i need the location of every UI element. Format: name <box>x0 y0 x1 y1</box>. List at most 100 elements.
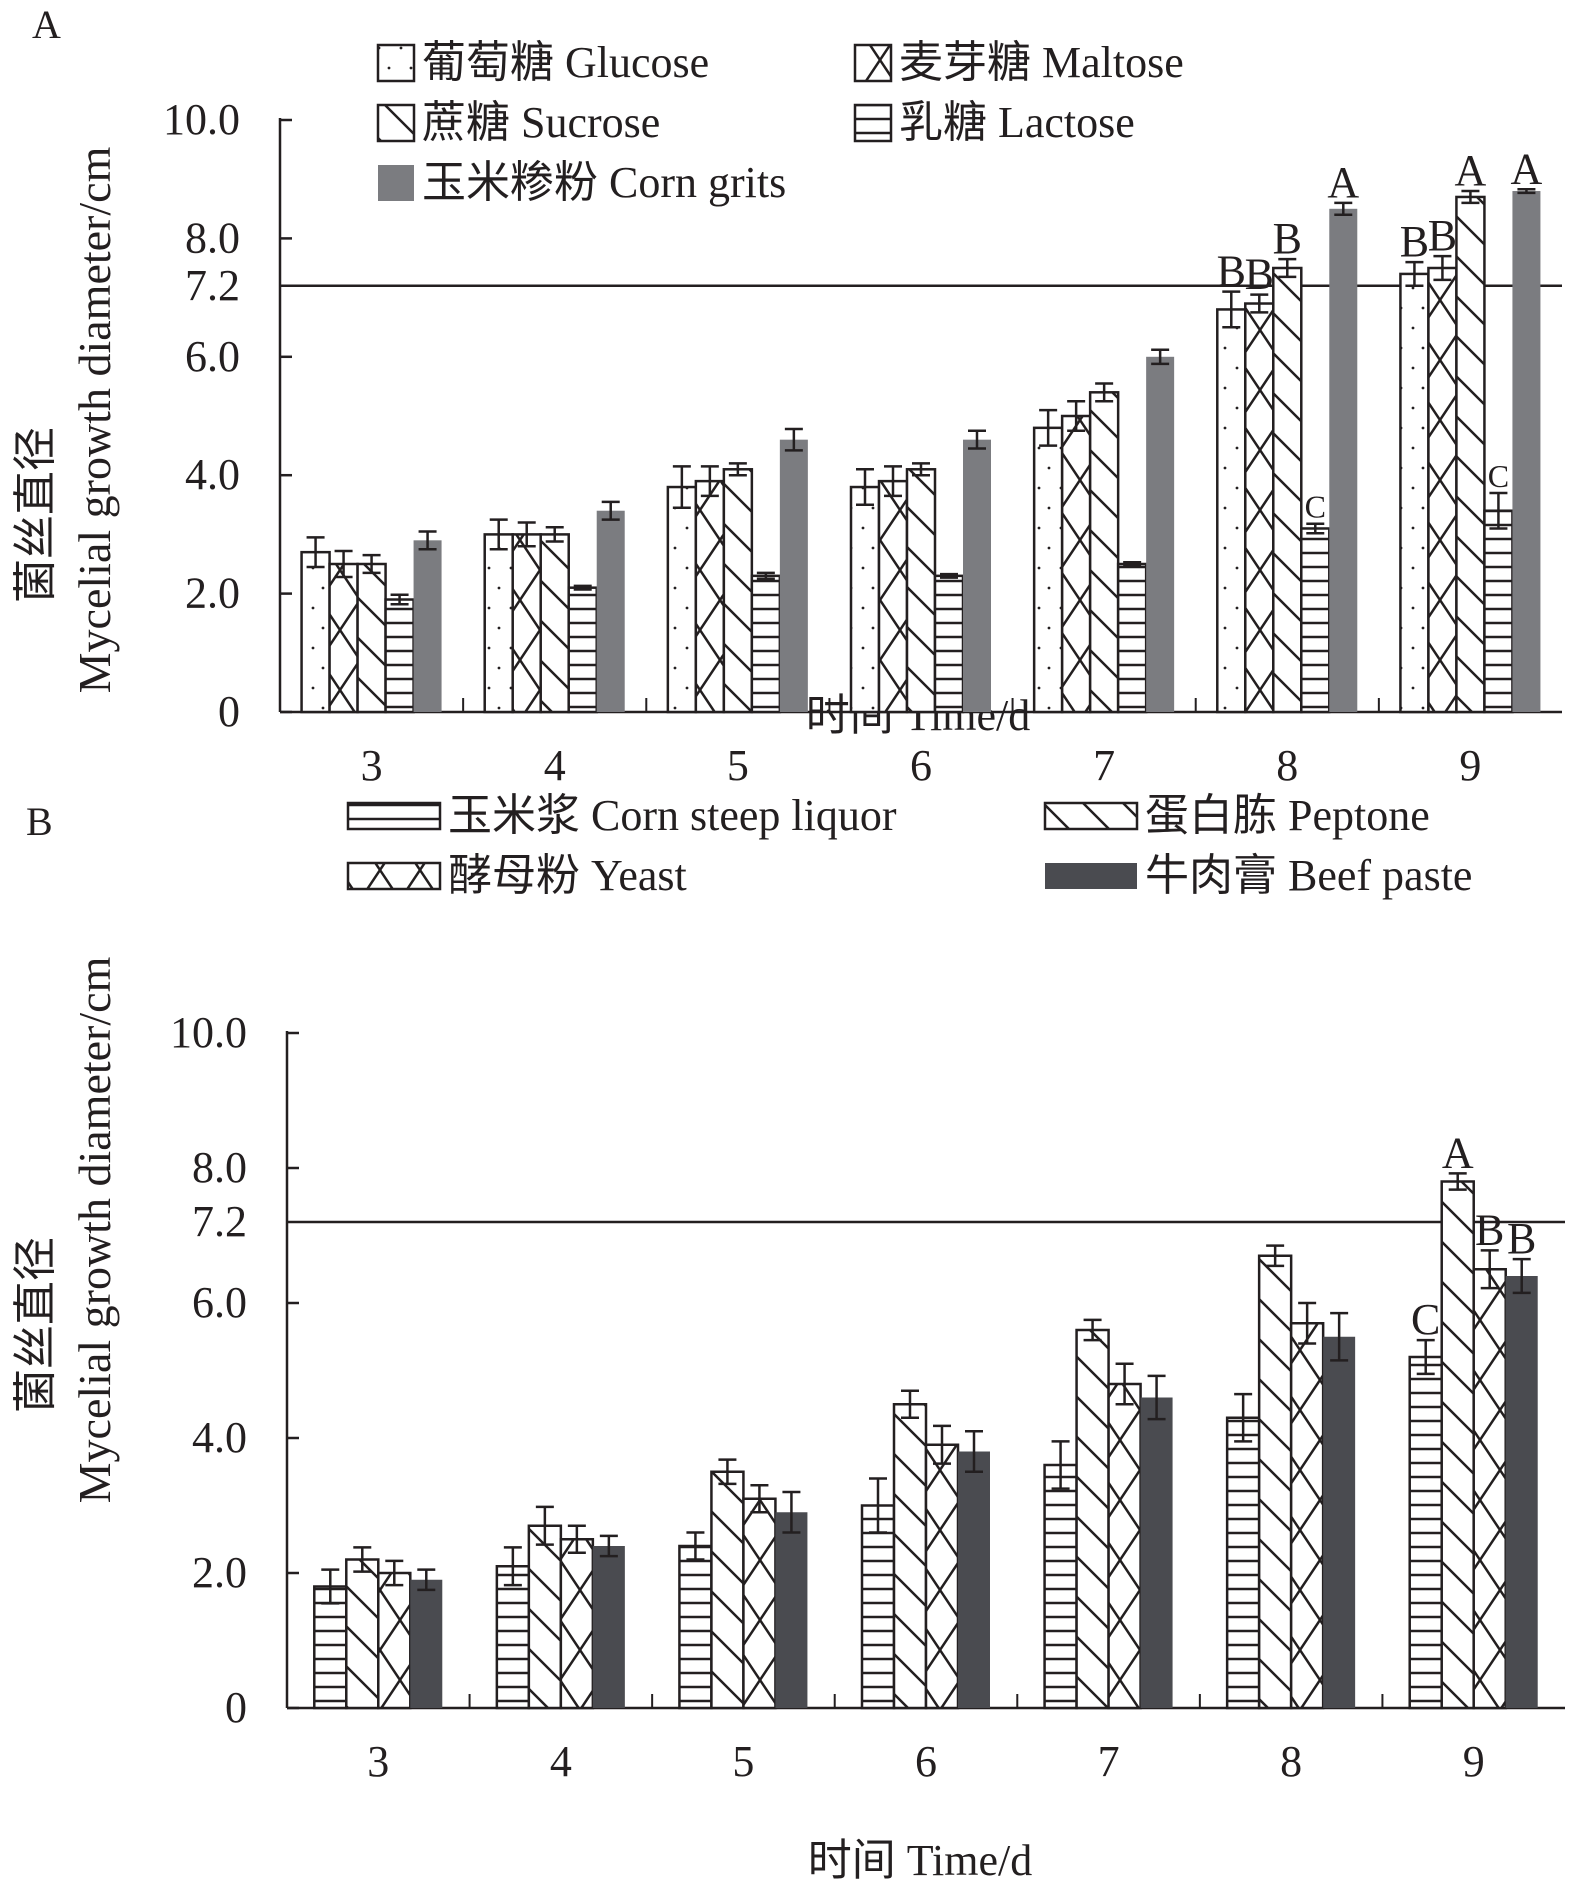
bar <box>1088 391 1120 714</box>
significance-label: A <box>1455 146 1487 195</box>
bar <box>694 479 726 714</box>
x-tick-label: 9 <box>1459 741 1481 790</box>
legend-label: 葡萄糖 Glucose <box>422 38 709 87</box>
bar <box>567 586 598 714</box>
x-tick-label: 3 <box>367 1737 389 1786</box>
x-tick-label: 5 <box>732 1737 754 1786</box>
significance-label: A <box>1511 144 1543 193</box>
y-tick-label: 2.0 <box>192 1548 247 1597</box>
bar <box>1272 266 1303 714</box>
significance-label: B <box>1273 214 1302 263</box>
bar <box>1505 1276 1538 1708</box>
y-tick-label: 10.0 <box>170 1008 247 1057</box>
bar <box>722 468 754 714</box>
bar <box>1455 195 1486 714</box>
significance-label: B <box>1507 1214 1536 1263</box>
y-tick-label: 8.0 <box>192 1143 247 1192</box>
significance-label: B <box>1428 211 1457 260</box>
bar <box>1032 426 1064 714</box>
legend-swatch <box>853 103 893 143</box>
legend-swatch <box>1043 801 1139 831</box>
x-tick-label: 4 <box>544 741 566 790</box>
bar <box>1116 562 1148 714</box>
panel-a-label: A <box>32 2 61 47</box>
bar <box>377 1571 412 1710</box>
legend-swatch <box>853 43 893 83</box>
y-tick-label: 0 <box>225 1683 247 1732</box>
bar <box>963 439 991 712</box>
bar <box>596 510 625 712</box>
panel-b-ylabel: 菌丝直径 Mycelial growth diameter/cm <box>11 956 120 1503</box>
bar <box>1483 509 1514 714</box>
y-tick-label: 4.0 <box>192 1413 247 1462</box>
x-tick-label: 4 <box>550 1737 572 1786</box>
bar <box>779 439 808 712</box>
bar <box>933 574 965 714</box>
bar <box>1472 1268 1507 1710</box>
bar <box>750 574 782 714</box>
bar <box>313 1585 348 1710</box>
legend-swatch <box>346 801 442 831</box>
legend-label: 玉米糁粉 Corn grits <box>422 158 786 207</box>
bar <box>1329 208 1358 713</box>
bar <box>877 479 909 714</box>
y-tick-label: 4.0 <box>185 450 240 499</box>
bar <box>678 1544 713 1710</box>
bar <box>1408 1355 1443 1710</box>
bar <box>384 598 415 714</box>
x-tick-label: 3 <box>361 741 383 790</box>
significance-label: C <box>1488 458 1509 494</box>
bar <box>1216 308 1247 714</box>
y-tick-label: 8.0 <box>185 213 240 262</box>
panel-a-ylabel: 菌丝直径 Mycelial growth diameter/cm <box>11 146 120 693</box>
legend-label: 酵母粉 Yeast <box>448 851 687 900</box>
bar <box>1075 1328 1110 1710</box>
y-tick-label: 0 <box>218 687 240 736</box>
legend-swatch <box>1045 863 1137 889</box>
significance-label: A <box>1327 158 1359 207</box>
legend-swatch <box>378 165 414 201</box>
panel-b-ylabel-en: Mycelial growth diameter/cm <box>69 956 120 1503</box>
y-tick-label: 7.2 <box>192 1197 247 1246</box>
panel-b-plot: 0 2.0 4.0 6.0 7.2 8.0 10.0 3 4 5 6 7 8 9 C AB B 玉米浆 Corn … <box>170 791 1565 1786</box>
bar <box>483 533 514 714</box>
bar <box>1512 191 1541 713</box>
legend-swatch <box>346 861 442 891</box>
significance-label: B <box>1400 217 1429 266</box>
x-tick-label: 7 <box>1093 741 1115 790</box>
legend-swatch <box>376 43 416 83</box>
bar <box>328 562 359 714</box>
bar <box>527 1524 563 1710</box>
y-tick-label: 6.0 <box>185 332 240 381</box>
bar <box>1289 1322 1325 1710</box>
bar <box>1225 1416 1261 1710</box>
significance-label: A <box>1442 1128 1474 1177</box>
panel-b-label: B <box>26 799 53 844</box>
x-tick-label: 9 <box>1463 1737 1485 1786</box>
bar <box>356 562 387 714</box>
bar <box>1323 1336 1356 1708</box>
y-tick-label: 6.0 <box>192 1278 247 1327</box>
bar <box>539 533 570 714</box>
bar <box>775 1512 808 1708</box>
bar <box>905 468 937 714</box>
x-tick-label: 5 <box>727 741 749 790</box>
bar <box>860 1504 896 1710</box>
legend-label: 蛋白胨 Peptone <box>1145 791 1430 840</box>
bar <box>1107 1382 1142 1710</box>
y-tick-label: 10.0 <box>163 95 240 144</box>
bar <box>511 533 542 714</box>
legend-label: 蔗糖 Sucrose <box>422 98 660 147</box>
x-tick-label: 6 <box>915 1737 937 1786</box>
bar <box>1244 302 1275 714</box>
panel-a-ylabel-en: Mycelial growth diameter/cm <box>69 146 120 693</box>
bar <box>1146 356 1175 712</box>
bar <box>924 1443 960 1710</box>
bar <box>1427 266 1458 714</box>
bar <box>1043 1463 1078 1710</box>
bar <box>710 1470 745 1710</box>
bar <box>300 550 331 714</box>
legend-label: 麦芽糖 Maltose <box>899 38 1184 87</box>
panel-b-ylabel-cn: 菌丝直径 <box>11 1237 60 1413</box>
panel-a-ylabel-cn: 菌丝直径 <box>11 427 60 603</box>
